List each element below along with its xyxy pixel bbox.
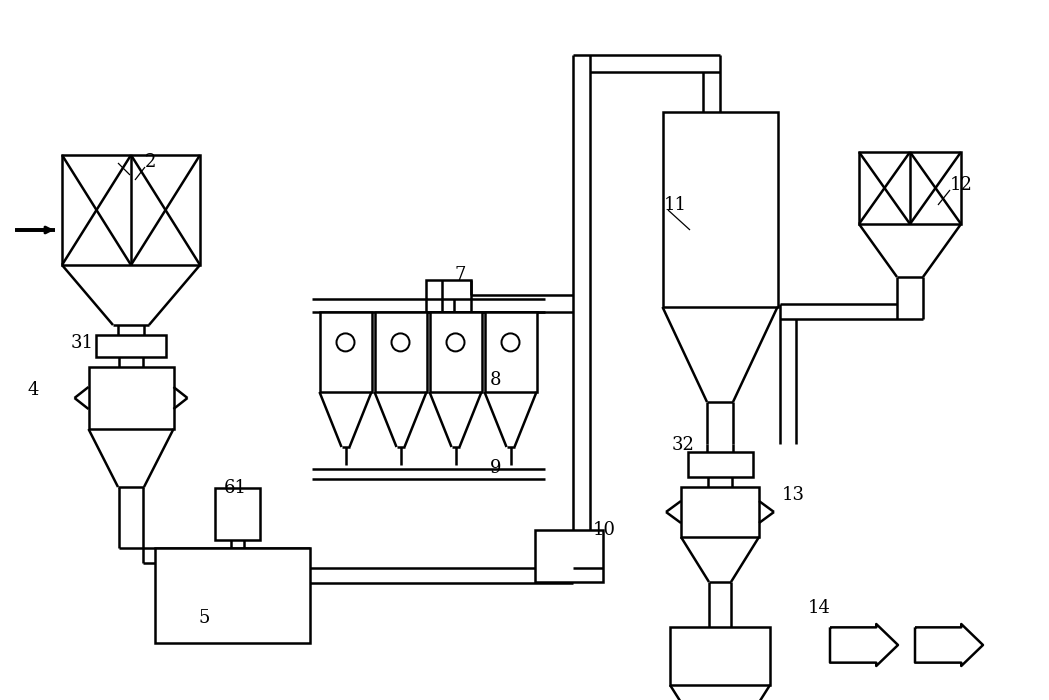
- Bar: [374, 312, 427, 392]
- Bar: [62, 155, 200, 265]
- Bar: [670, 627, 770, 685]
- Text: 31: 31: [71, 334, 94, 352]
- Bar: [155, 548, 311, 643]
- Bar: [426, 280, 471, 312]
- Text: 14: 14: [808, 599, 831, 617]
- Bar: [97, 335, 166, 357]
- Text: 8: 8: [490, 371, 501, 389]
- Bar: [320, 312, 371, 392]
- Bar: [687, 452, 752, 477]
- Bar: [88, 367, 173, 429]
- Text: 10: 10: [593, 521, 616, 539]
- Bar: [535, 530, 603, 582]
- Bar: [663, 112, 777, 307]
- Text: 11: 11: [664, 196, 687, 214]
- Text: 2: 2: [145, 153, 156, 171]
- Text: 4: 4: [28, 381, 40, 399]
- Bar: [681, 487, 759, 537]
- Bar: [215, 488, 260, 540]
- Text: 13: 13: [782, 486, 805, 504]
- Bar: [859, 152, 961, 224]
- Bar: [429, 312, 481, 392]
- Text: 61: 61: [224, 479, 247, 497]
- Text: 9: 9: [490, 459, 501, 477]
- Text: 32: 32: [672, 436, 694, 454]
- Text: 5: 5: [198, 609, 210, 627]
- Bar: [485, 312, 536, 392]
- Text: 7: 7: [454, 266, 466, 284]
- Text: 12: 12: [950, 176, 972, 194]
